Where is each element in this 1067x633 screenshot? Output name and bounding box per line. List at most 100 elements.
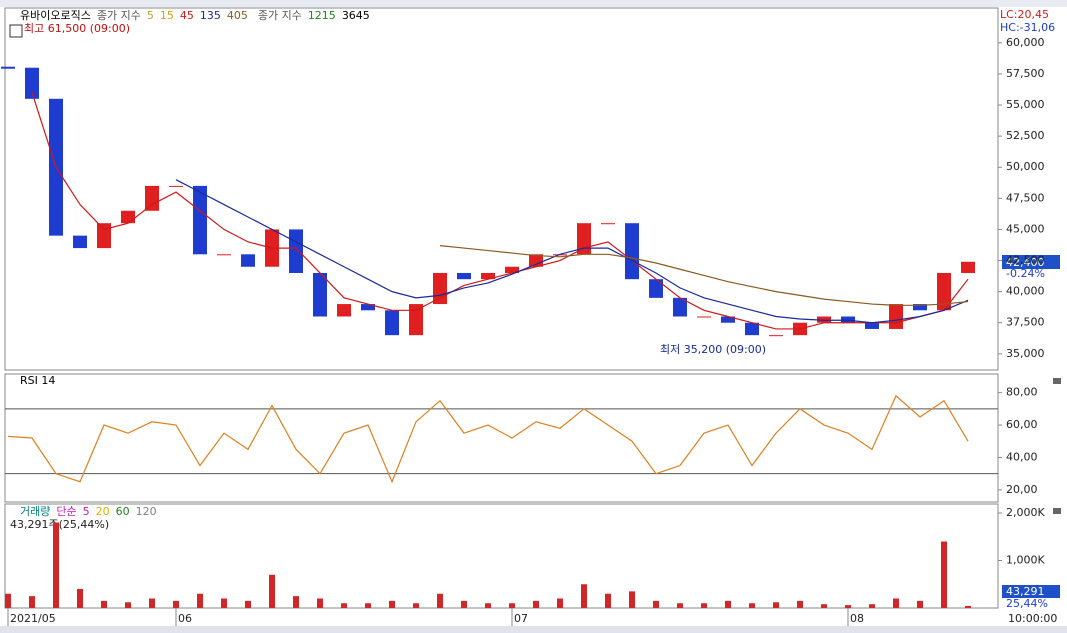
candle	[481, 272, 495, 280]
candle	[169, 185, 183, 187]
candle	[241, 254, 255, 267]
volume-bar	[341, 603, 347, 608]
volume-bar	[941, 541, 947, 608]
volume-bar	[605, 593, 611, 608]
volume-bar	[413, 603, 419, 608]
y-tick-label: 40,000	[1006, 285, 1045, 298]
y-tick-label: 2,000K	[1006, 506, 1045, 519]
legend-text: 종가 지수	[97, 9, 141, 22]
change: -0.24%	[1006, 267, 1045, 280]
volume-bar	[701, 603, 707, 608]
candle	[529, 254, 543, 267]
candle	[937, 272, 951, 311]
price-panel	[4, 7, 999, 371]
ma-line	[439, 245, 969, 306]
x-tick-label: 2021/05	[10, 612, 56, 625]
scrollbar[interactable]	[0, 626, 1067, 633]
candle	[433, 272, 447, 305]
legend-text: 거래량	[20, 505, 50, 518]
legend-text: 135	[200, 9, 221, 22]
volume-bar	[149, 598, 155, 608]
volume-bar	[5, 593, 11, 608]
candle	[841, 316, 855, 323]
volume-bar	[197, 593, 203, 608]
volume-bar	[917, 600, 923, 608]
candle	[721, 316, 735, 323]
candle	[889, 304, 903, 329]
volume-bar	[245, 600, 251, 608]
legend-text: 단순	[56, 505, 76, 518]
legend-text: 3645	[342, 9, 370, 22]
time-label: 10:00:00	[1008, 612, 1057, 625]
legend-text: 45	[180, 9, 194, 22]
volume-bar	[173, 600, 179, 608]
volume-bar	[653, 600, 659, 608]
legend-text: 5	[83, 505, 90, 518]
volume-bar	[437, 593, 443, 608]
rsi-line	[7, 394, 969, 484]
x-tick-label: 07	[514, 612, 528, 625]
y-tick-label: 1,000K	[1006, 554, 1045, 567]
volume-bar	[773, 602, 779, 608]
legend-text: 유바이오로직스	[20, 9, 91, 22]
y-tick-label: 40,00	[1006, 450, 1038, 463]
volume-bar	[29, 596, 35, 608]
y-tick-label: 35,000	[1006, 347, 1045, 360]
volume-bar	[869, 604, 875, 608]
candle	[769, 335, 783, 337]
legend-text: 1215	[308, 9, 336, 22]
legend-text: 종가 지수	[258, 9, 302, 22]
candle	[577, 223, 591, 255]
ma-line	[175, 179, 969, 324]
rsi-panel	[4, 373, 999, 503]
candle	[193, 185, 207, 255]
legend-text: RSI 14	[20, 374, 55, 387]
candle	[913, 304, 927, 311]
volume-bar	[221, 598, 227, 608]
toolbar	[0, 0, 1067, 7]
calendar-icon[interactable]	[9, 24, 23, 38]
candle	[289, 229, 303, 273]
last-price-tag	[1002, 255, 1060, 269]
y-tick-label: 57,500	[1006, 67, 1045, 80]
y-tick-label: 60,000	[1006, 36, 1045, 49]
y-tick-label: 42,500	[1006, 254, 1045, 267]
candle	[385, 310, 399, 336]
candle	[865, 322, 879, 329]
candle	[337, 304, 351, 317]
candle	[73, 235, 87, 249]
candle	[217, 254, 231, 256]
volume-bar	[965, 605, 971, 608]
volume-panel	[4, 503, 999, 609]
candle	[361, 304, 375, 311]
last-volume: 43,291	[1006, 585, 1045, 598]
candle	[1, 66, 15, 69]
volume-bar	[485, 603, 491, 608]
panel-button[interactable]	[1053, 378, 1061, 384]
volume-bar	[125, 602, 131, 608]
volume-bar	[101, 600, 107, 608]
y-tick-label: 47,500	[1006, 191, 1045, 204]
legend-text: 60	[116, 505, 130, 518]
volume-bar	[893, 598, 899, 608]
candle	[313, 272, 327, 317]
volume-bar	[317, 598, 323, 608]
legend-text: 20	[96, 505, 110, 518]
y-tick-label: 45,000	[1006, 222, 1045, 235]
volume-bar	[461, 600, 467, 608]
last-price: 42,400	[1006, 256, 1045, 269]
legend-text: 405	[227, 9, 248, 22]
volume-bar	[389, 600, 395, 608]
y-tick-label: 52,500	[1006, 129, 1045, 142]
y-tick-label: 37,500	[1006, 316, 1045, 329]
panel-button[interactable]	[1053, 508, 1061, 514]
volume-bar	[557, 598, 563, 608]
volume-bar	[509, 603, 515, 608]
candle	[601, 223, 615, 225]
volume-bar	[53, 522, 59, 608]
volume-bar	[845, 605, 851, 608]
candle	[409, 304, 423, 336]
candle	[817, 316, 831, 323]
